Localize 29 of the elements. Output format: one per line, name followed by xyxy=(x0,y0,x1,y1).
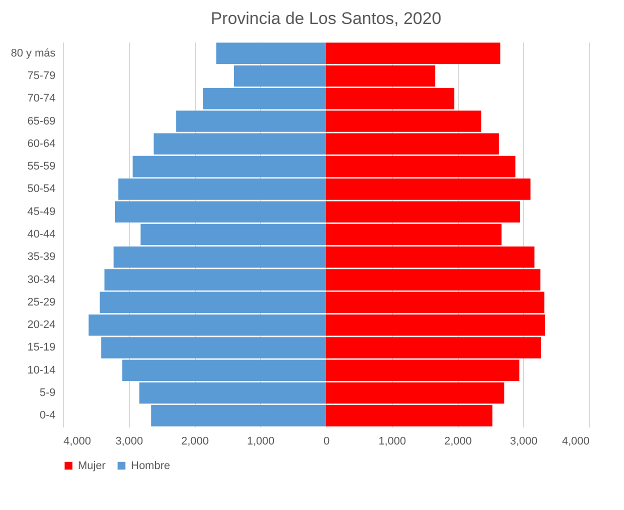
x-tick-label: 4,000 xyxy=(64,436,92,448)
y-tick-label: 70-74 xyxy=(27,92,56,105)
x-tick-label: 2,000 xyxy=(181,436,209,448)
legend-label: Hombre xyxy=(131,460,170,472)
y-tick-label: 5-9 xyxy=(40,387,56,400)
y-tick-label: 30-34 xyxy=(27,274,56,286)
y-tick-label: 35-39 xyxy=(27,251,56,264)
y-tick-label: 25-29 xyxy=(27,296,56,308)
x-tick-label: 1,000 xyxy=(378,436,406,448)
x-tick-label: 0 xyxy=(323,436,330,448)
chart-title: Provincia de Los Santos, 2020 xyxy=(210,9,442,28)
x-tick-label: 3,000 xyxy=(510,436,538,448)
y-tick-label: 60-64 xyxy=(27,138,56,150)
x-tick-label: 4,000 xyxy=(562,436,590,448)
y-tick-label: 55-59 xyxy=(27,160,56,173)
y-tick-label: 0-4 xyxy=(40,410,56,422)
x-tick-label: 2,000 xyxy=(444,436,472,448)
y-tick-label: 80 y más xyxy=(10,47,56,60)
y-tick-label: 45-49 xyxy=(27,206,56,218)
legend-label: Mujer xyxy=(78,460,106,472)
y-tick-label: 75-79 xyxy=(27,70,56,82)
y-tick-label: 10-14 xyxy=(27,364,56,376)
y-tick-label: 20-24 xyxy=(27,319,56,332)
y-tick-label: 50-54 xyxy=(27,183,56,196)
x-tick-label: 3,000 xyxy=(115,436,144,448)
y-tick-label: 40-44 xyxy=(27,228,56,240)
x-tick-label: 1,000 xyxy=(246,436,275,448)
y-tick-label: 15-19 xyxy=(27,342,56,354)
y-tick-label: 65-69 xyxy=(27,115,56,128)
